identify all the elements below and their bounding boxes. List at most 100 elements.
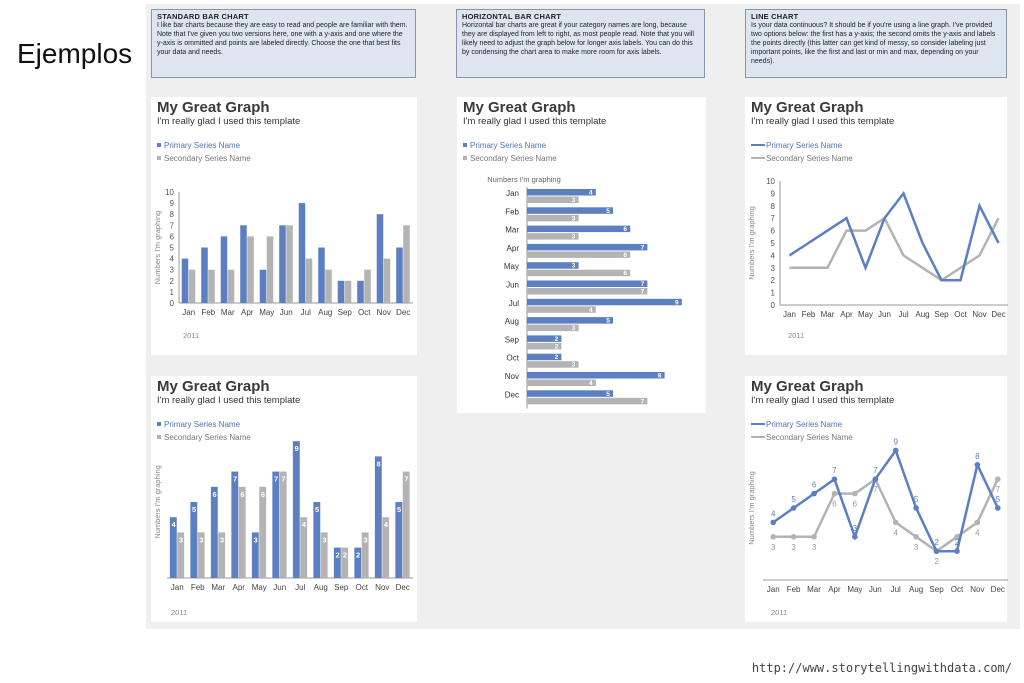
primary-data-label: 4 <box>171 520 176 529</box>
secondary-point <box>790 534 797 540</box>
secondary-bar <box>300 517 308 578</box>
x-tick-label: Aug <box>314 583 328 592</box>
secondary-data-label: 3 <box>220 535 224 544</box>
secondary-data-label: 4 <box>302 520 307 529</box>
primary-data-label: 5 <box>606 391 610 398</box>
primary-bar <box>527 207 613 214</box>
primary-point <box>831 476 838 482</box>
secondary-bar <box>218 532 226 578</box>
primary-data-label: 8 <box>658 373 662 380</box>
x-tick-label: Oct <box>951 585 964 594</box>
primary-point <box>872 476 879 482</box>
primary-bar <box>201 247 208 303</box>
secondary-bar <box>527 342 562 350</box>
secondary-data-label: 2 <box>934 557 939 566</box>
category-label: Dec <box>505 390 519 399</box>
secondary-data-label: 6 <box>240 490 244 499</box>
x-tick-label: Oct <box>954 310 967 319</box>
secondary-bar <box>527 251 631 258</box>
x-tick-label: Aug <box>909 585 923 594</box>
secondary-bar <box>266 236 274 303</box>
y-tick-label: 7 <box>170 221 175 230</box>
axis-title: Numbers I'm graphing <box>487 175 561 184</box>
chart-subtitle: I'm really glad I used this template <box>157 116 301 127</box>
primary-data-label: 9 <box>675 299 679 306</box>
legend-secondary-label: Secondary Series Name <box>164 433 251 442</box>
primary-data-label: 8 <box>975 452 980 461</box>
secondary-bar <box>197 532 205 578</box>
labeled-line-chart-plot: Jan Feb Mar Apr May Jun Jul Aug Sep Oct Nov Dec 3 3 3 6… <box>747 437 1008 617</box>
chart-subtitle: I'm really glad I used this template <box>463 116 607 127</box>
primary-data-label: 5 <box>606 318 610 325</box>
primary-bar <box>374 456 382 578</box>
primary-point <box>933 548 940 554</box>
primary-data-label: 5 <box>397 505 401 514</box>
primary-data-label: 5 <box>996 495 1001 504</box>
secondary-bar <box>527 397 648 405</box>
secondary-bar <box>527 214 579 222</box>
primary-bar <box>527 189 596 196</box>
primary-data-label: 9 <box>294 444 298 453</box>
legend-secondary-label: Secondary Series Name <box>766 433 853 442</box>
primary-bar <box>318 247 325 303</box>
chart-card-line-axis: My Great Graph I'm really glad I used th… <box>745 97 1008 355</box>
primary-bar <box>181 258 189 303</box>
category-label: Aug <box>505 317 519 326</box>
secondary-bar <box>188 269 196 303</box>
x-tick-label: Jun <box>869 585 882 594</box>
primary-data-label: 3 <box>253 535 257 544</box>
bar-chart-plot: 0 1 2 3 4 5 6 7 8 9 10 Jan Feb Mar Apr May Jun Jul Aug Sep O… <box>153 188 413 340</box>
x-tick-label: Jul <box>898 310 908 319</box>
secondary-data-label: 7 <box>641 398 645 405</box>
chart-card-line-labeled: My Great Graph I'm really glad I used th… <box>745 376 1008 622</box>
x-tick-label: Feb <box>787 585 801 594</box>
x-tick-label: Nov <box>377 308 391 317</box>
x-tick-label: Sep <box>934 310 949 319</box>
secondary-data-label: 3 <box>791 543 796 552</box>
note-text: Horizontal bar charts are great if your … <box>462 22 694 56</box>
secondary-data-label: 3 <box>572 325 576 332</box>
primary-bar <box>527 280 648 287</box>
x-tick-label: May <box>858 310 873 319</box>
y-tick-label: 10 <box>165 188 174 197</box>
note-heading: HORIZONTAL BAR CHART <box>462 12 562 21</box>
primary-bar <box>527 372 665 379</box>
secondary-data-label: 6 <box>623 252 627 259</box>
secondary-bar <box>527 196 579 203</box>
primary-point <box>790 505 797 511</box>
secondary-data-label: 7 <box>996 485 1001 494</box>
primary-data-label: 4 <box>771 509 776 518</box>
primary-data-label: 5 <box>791 495 796 504</box>
secondary-bar <box>247 236 254 303</box>
horizontal-bar-chart-plot: Numbers I'm graphing Jan 4 3 Feb 5 3 Mar 6 3 Apr 7 6… <box>487 175 682 409</box>
footnote: 2011 <box>788 331 804 340</box>
legend-secondary: Secondary Series Name <box>751 431 853 444</box>
x-tick-label: May <box>847 585 862 594</box>
y-tick-label: 3 <box>170 266 175 275</box>
y-axis-title: Numbers I'm graphing <box>747 206 756 280</box>
chart-subtitle: I'm really glad I used this template <box>157 395 301 406</box>
primary-bar <box>376 214 384 303</box>
secondary-point <box>974 519 981 526</box>
secondary-data-label: 7 <box>281 475 285 484</box>
y-tick-label: 1 <box>771 289 776 298</box>
secondary-bar <box>383 258 391 303</box>
secondary-bar <box>364 269 371 303</box>
secondary-bar <box>279 471 287 578</box>
chart-title: My Great Graph <box>751 378 864 395</box>
secondary-data-label: 4 <box>975 528 980 537</box>
category-label: Apr <box>507 244 520 253</box>
legend-primary: Primary Series Name <box>751 418 853 431</box>
x-tick-label: Dec <box>991 310 1005 319</box>
secondary-data-label: 4 <box>589 307 593 314</box>
primary-bar <box>527 317 613 324</box>
secondary-bar <box>320 532 328 578</box>
primary-data-label: 7 <box>274 475 278 484</box>
legend-secondary: Secondary Series Name <box>157 152 251 165</box>
primary-bar <box>395 502 403 578</box>
y-axis-title: Numbers I'm graphing <box>153 211 162 285</box>
footnote: 2011 <box>171 608 187 617</box>
y-tick-label: 7 <box>771 214 776 223</box>
secondary-bar <box>527 269 631 277</box>
primary-bar <box>337 280 345 303</box>
